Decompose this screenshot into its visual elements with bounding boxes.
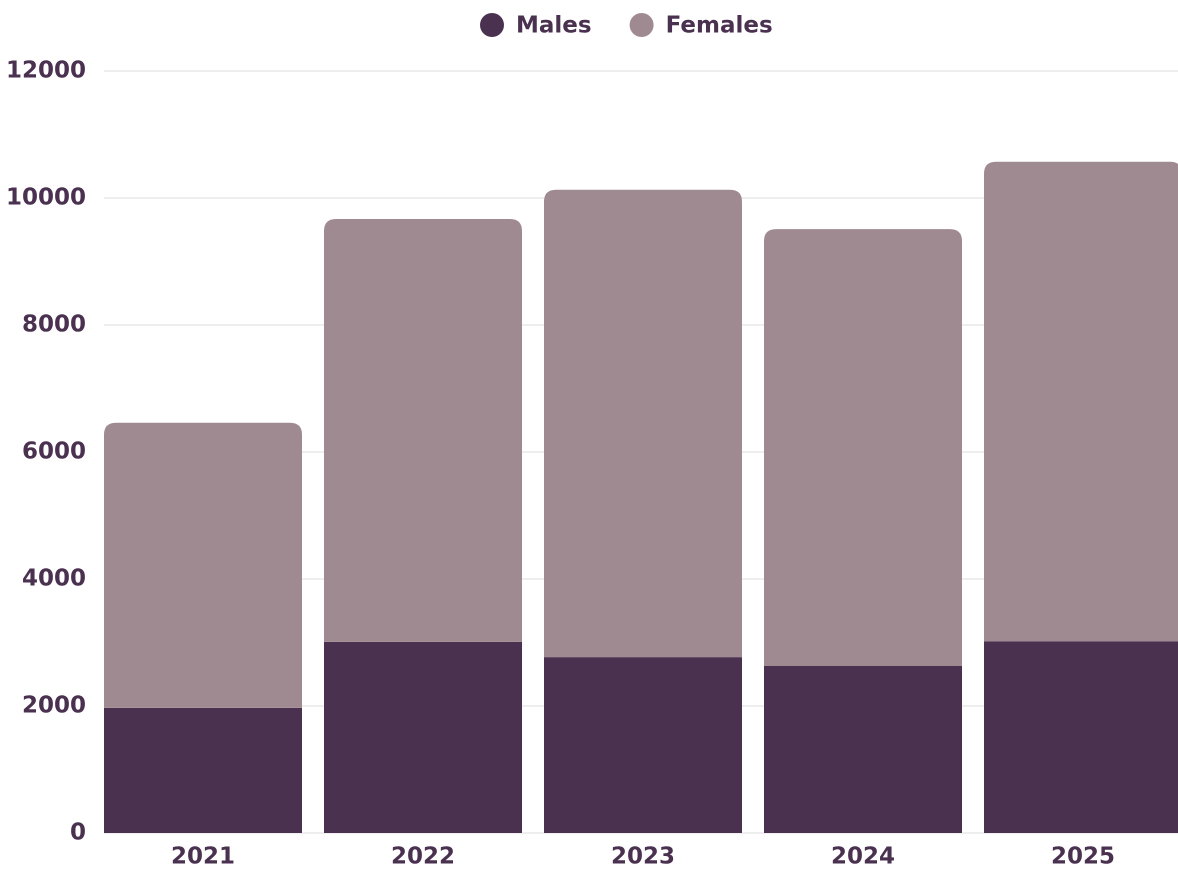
y-tick-label: 12000 — [6, 58, 86, 84]
bar-segment — [764, 229, 962, 666]
legend-marker — [480, 13, 504, 37]
x-tick-label: 2022 — [391, 844, 455, 870]
x-tick-label: 2023 — [611, 844, 675, 870]
y-tick-label: 6000 — [22, 439, 86, 465]
bar-segment — [104, 707, 302, 833]
bar-segment — [544, 189, 742, 658]
legend-marker — [629, 13, 654, 37]
y-tick-label: 8000 — [22, 312, 86, 338]
bar-segment — [324, 218, 522, 642]
bar-segment — [544, 657, 742, 833]
legend-label: Males — [516, 13, 592, 39]
bar-segment — [984, 161, 1178, 642]
y-tick-label: 4000 — [22, 566, 86, 592]
x-tick-label: 2024 — [831, 844, 895, 870]
y-tick-label: 2000 — [22, 693, 86, 719]
legend-label: Females — [666, 13, 773, 39]
bar-segment — [984, 641, 1178, 833]
x-tick-label: 2025 — [1051, 844, 1115, 870]
y-tick-label: 10000 — [6, 185, 86, 211]
bar-segment — [104, 422, 302, 708]
bar-segment — [324, 641, 522, 833]
x-tick-label: 2021 — [171, 844, 235, 870]
y-tick-label: 0 — [70, 820, 86, 846]
bar-segment — [764, 665, 962, 833]
